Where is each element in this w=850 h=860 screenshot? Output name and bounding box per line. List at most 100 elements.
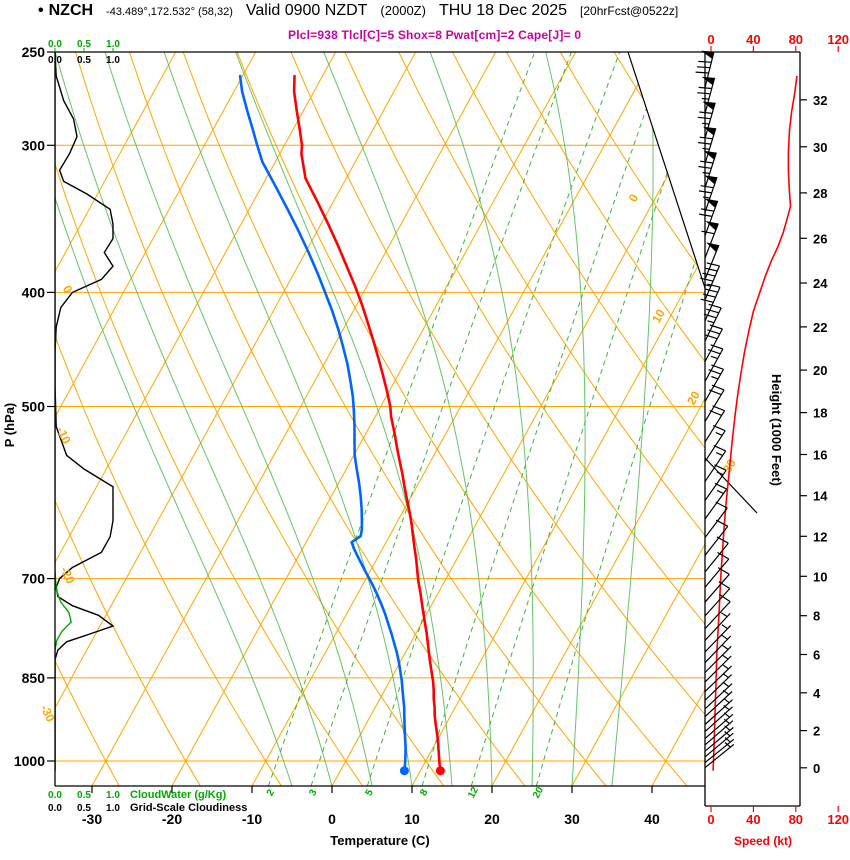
chart-border — [54, 51, 801, 807]
dry-adiabat-label: -30 — [38, 702, 58, 724]
wind-barb-flag — [703, 150, 717, 160]
wind-barb — [698, 128, 717, 164]
wind-barb — [704, 501, 728, 538]
height-tick-label: 32 — [813, 93, 827, 108]
height-tick-label: 30 — [813, 140, 827, 155]
wind-barb — [704, 681, 733, 710]
wind-barb — [704, 519, 729, 556]
wind-barb — [704, 364, 725, 402]
cloudwater-scale-bottom: 1.0 — [106, 790, 120, 801]
height-tick-label: 18 — [813, 406, 827, 421]
cloudiness-scale-top: 0.5 — [77, 55, 91, 66]
wind-barb — [704, 654, 732, 683]
valid-time: Valid 0900 NZDT — [245, 2, 368, 19]
temperature-tick-label: 40 — [644, 811, 660, 827]
surface-temperature-marker — [435, 766, 445, 776]
mixing-ratio-label: 3 — [307, 787, 320, 798]
wind-barb — [704, 536, 729, 573]
wind-barb-flag — [706, 242, 719, 253]
wind-barb — [704, 705, 733, 733]
height-tick-label: 20 — [813, 363, 827, 378]
height-axis-title: Height (1000 Feet) — [769, 374, 784, 486]
cloudwater-profile — [55, 52, 72, 771]
sounding-curves — [55, 52, 445, 776]
dry-adiabat-label: 0 — [60, 283, 76, 295]
valid-date: THU 18 Dec 2025 — [438, 2, 568, 19]
wind-barb — [704, 244, 720, 280]
height-tick-label: 26 — [813, 231, 827, 246]
wind-speed-curve — [712, 75, 798, 771]
wind-barb — [704, 551, 730, 588]
mixing-ratio-label: 2 — [265, 787, 278, 798]
pressure-tick-label: 500 — [22, 399, 46, 415]
moist-adiabat-lines — [55, 52, 654, 786]
temperature-tick-label: -20 — [162, 811, 182, 827]
plot-cut-line — [704, 457, 758, 514]
dry-adiabat-label: -10 — [54, 424, 74, 446]
isotherm-label: 0 — [626, 191, 642, 204]
wind-barb — [704, 742, 735, 769]
wind-barb — [698, 177, 718, 213]
pressure-axis-title: P (hPa) — [2, 403, 17, 448]
height-tick-label: 24 — [813, 276, 828, 291]
wind-barb — [704, 445, 727, 482]
wind-barb — [704, 697, 733, 725]
cloudwater-scale-top: 0.0 — [48, 39, 62, 50]
wind-barb — [700, 283, 721, 322]
isotherm-label: 20 — [684, 389, 703, 408]
isotherm-label: 10 — [649, 307, 668, 326]
mixing-ratio-label: 5 — [364, 787, 377, 798]
wind-barb — [698, 152, 717, 188]
height-tick-label: 22 — [813, 320, 827, 335]
height-tick-label: 12 — [813, 529, 827, 544]
pressure-tick-label: 850 — [22, 670, 46, 686]
speed-tick-label-top: 0 — [707, 32, 714, 47]
station-id: NZCH — [48, 2, 94, 19]
temperature-tick-label: 0 — [328, 811, 336, 827]
wind-barbs — [695, 50, 735, 769]
surface-dewpoint-marker — [399, 766, 409, 776]
wind-barb — [704, 624, 732, 653]
cloudwater-axis-title: CloudWater (g/Kg) — [130, 789, 226, 801]
wind-barb — [704, 567, 730, 603]
wind-barb-flag — [705, 221, 719, 231]
height-tick-label: 2 — [813, 724, 820, 739]
height-tick-label: 16 — [813, 448, 827, 463]
station-coordinates: -43.489°,172.532° (58,32) — [106, 6, 233, 18]
wind-barb — [697, 77, 716, 114]
station-bullet-icon: • — [38, 2, 44, 19]
dry-adiabat-label: -20 — [58, 564, 78, 586]
speed-axis-title: Speed (kt) — [734, 834, 792, 848]
cloudiness-scale-bottom: 0.0 — [48, 803, 62, 814]
wind-barb — [704, 593, 731, 630]
wind-barb — [704, 464, 727, 501]
pressure-tick-label: 700 — [22, 571, 46, 587]
wind-barb — [704, 634, 732, 664]
wind-barb — [704, 581, 731, 617]
speed-tick-label-bottom: 80 — [789, 812, 803, 827]
wind-barb — [704, 482, 728, 520]
temperature-tick-label: -10 — [242, 811, 262, 827]
grid-scale-cloudiness-profile — [55, 52, 115, 771]
isotherm-lines — [55, 52, 705, 786]
pressure-tick-label: 1000 — [14, 753, 45, 769]
forecast-lead-time: [20hrFcst@0522z] — [580, 4, 679, 18]
wind-barb — [701, 223, 719, 259]
cloudiness-scale-top: 1.0 — [106, 55, 120, 66]
dry-adiabat-lines — [55, 52, 705, 786]
mixing-ratio-label: 20 — [531, 785, 546, 800]
temperature-tick-label: 20 — [484, 811, 500, 827]
wind-barb-flag — [704, 198, 718, 208]
speed-tick-label-bottom: 120 — [827, 812, 849, 827]
height-tick-label: 4 — [813, 686, 821, 701]
wind-barb — [704, 737, 735, 764]
cloudwater-scale-bottom: 0.5 — [77, 790, 91, 801]
pressure-tick-label: 250 — [22, 44, 46, 60]
cloudiness-scale-top: 0.0 — [48, 55, 62, 66]
speed-tick-label-top: 120 — [827, 32, 849, 47]
wind-barb — [700, 262, 721, 301]
wind-barb — [704, 612, 731, 641]
plot-cut-line — [627, 51, 706, 289]
wind-barb-flag — [702, 101, 716, 110]
